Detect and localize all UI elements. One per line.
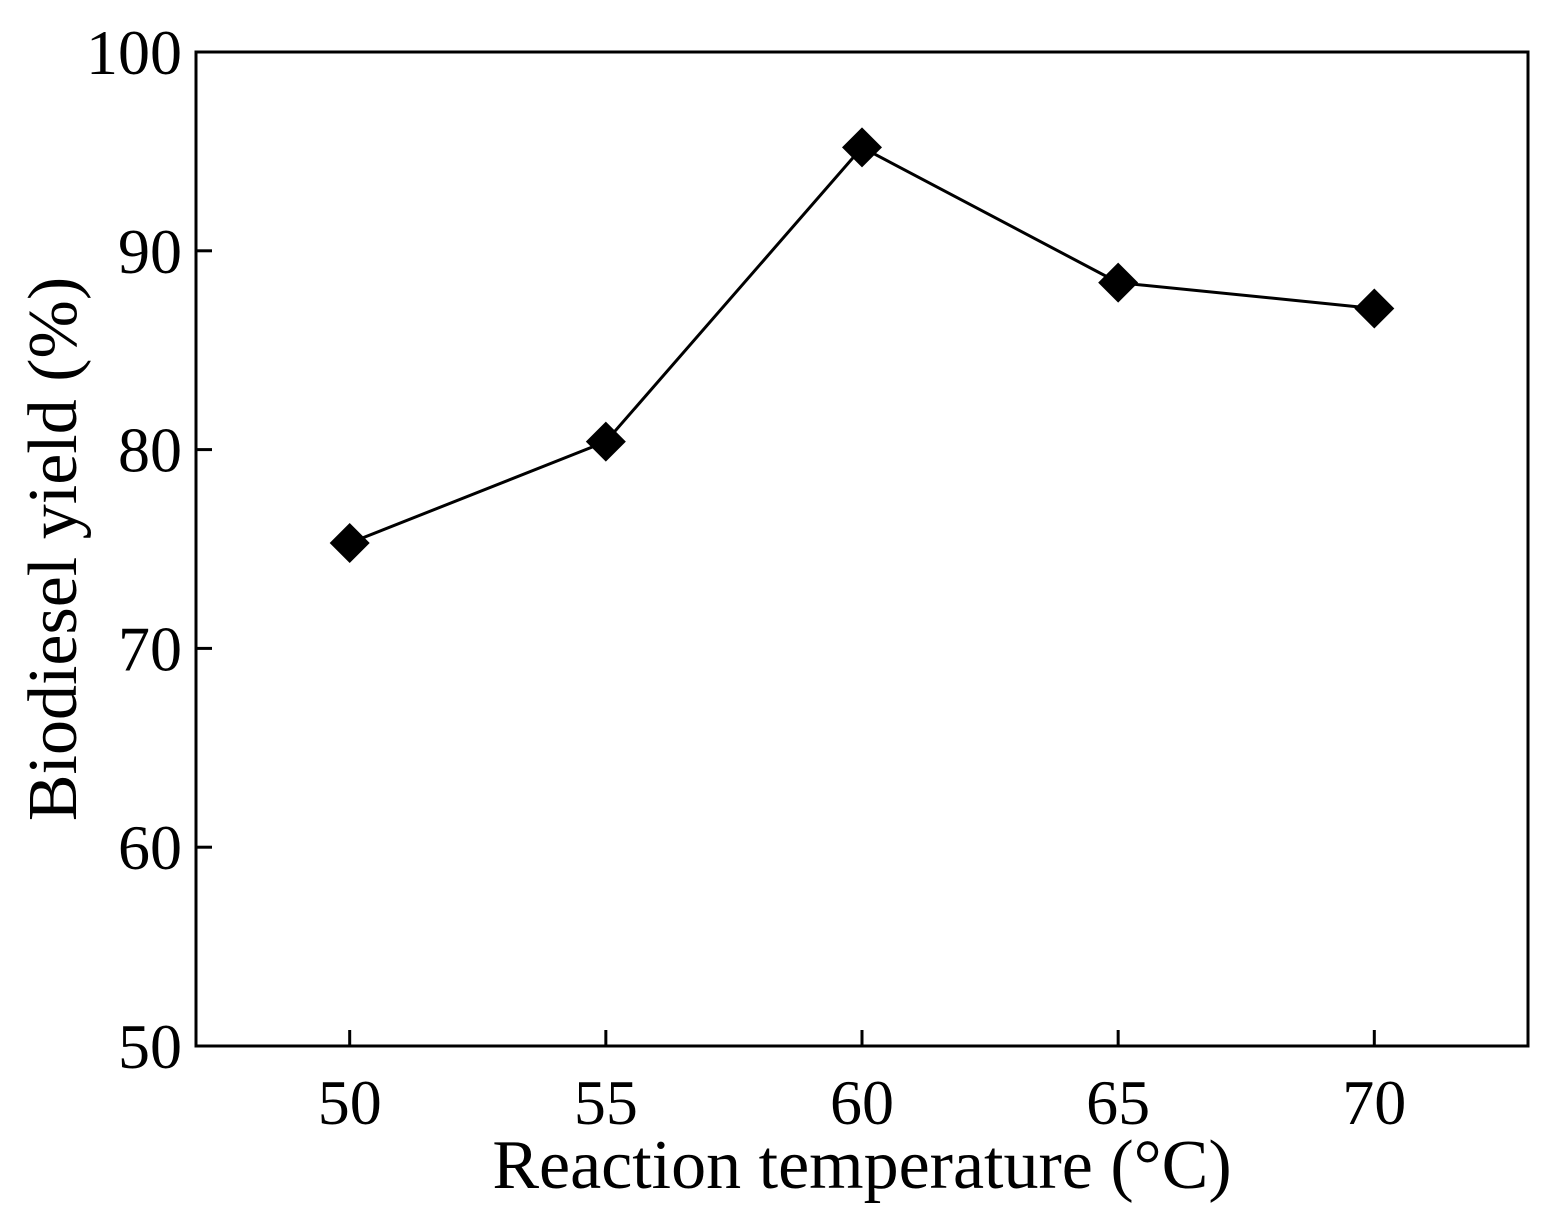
x-tick-label: 55 <box>574 1067 638 1138</box>
x-tick-label: 65 <box>1086 1067 1150 1138</box>
plot-frame <box>194 50 1530 1048</box>
x-axis-title: Reaction temperature (°C) <box>492 1127 1231 1204</box>
x-tick-label: 60 <box>830 1067 894 1138</box>
y-axis-title: Biodiesel yield (%) <box>15 277 92 821</box>
data-point-marker <box>842 127 882 168</box>
data-point-marker <box>1354 288 1395 329</box>
y-tick-label: 80 <box>118 415 182 486</box>
y-tick-label: 50 <box>118 1011 182 1082</box>
x-tick-label: 50 <box>318 1067 382 1138</box>
x-axis-ticks: 50 55 60 65 70 <box>318 1030 1406 1138</box>
x-tick-label: 70 <box>1342 1067 1406 1138</box>
y-tick-label: 100 <box>86 17 182 88</box>
series-layer <box>329 127 1395 564</box>
data-point-marker <box>329 523 370 564</box>
y-tick-label: 90 <box>118 216 182 287</box>
y-axis-ticks: 50 60 70 80 90 100 <box>86 17 212 1082</box>
y-tick-label: 70 <box>118 613 182 684</box>
y-tick-label: 60 <box>118 812 182 883</box>
data-point-marker <box>585 421 626 462</box>
data-point-marker <box>1098 262 1139 303</box>
series-line <box>349 145 1375 545</box>
